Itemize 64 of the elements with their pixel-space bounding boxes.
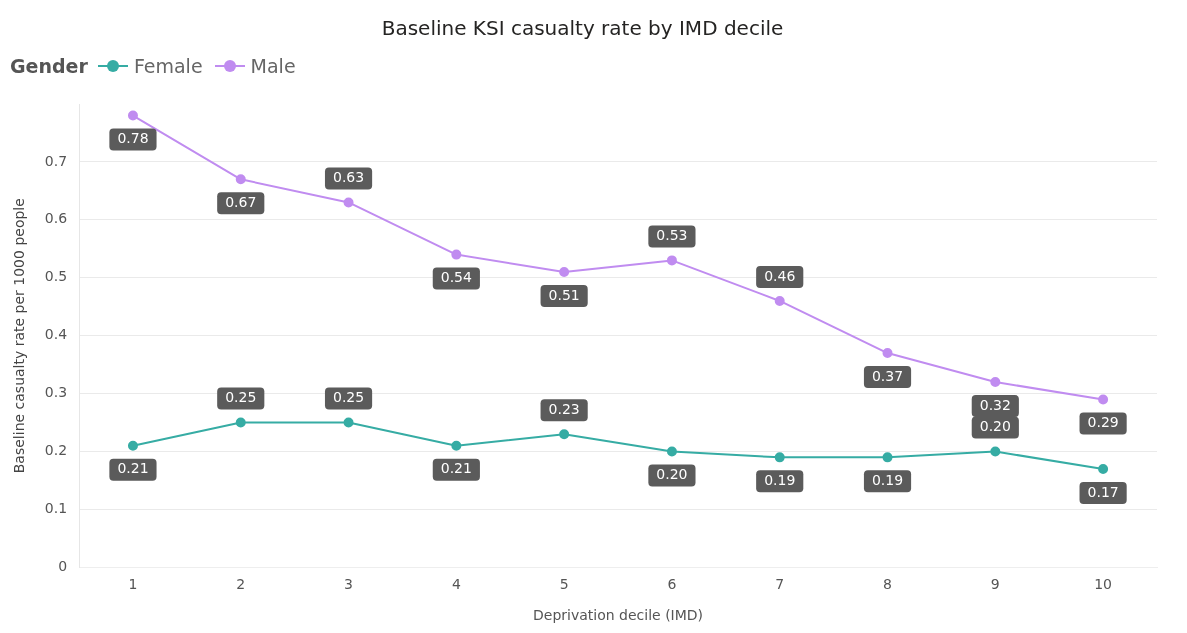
data-label: 0.32 xyxy=(979,396,1011,413)
point xyxy=(774,295,785,306)
data-label: 0.21 xyxy=(117,460,149,477)
data-label: 0.78 xyxy=(117,130,149,147)
x-axis-title: Deprivation decile (IMD) xyxy=(533,607,704,624)
data-label: 0.54 xyxy=(440,269,473,286)
point xyxy=(666,255,677,266)
data-label: 0.20 xyxy=(979,418,1011,435)
point xyxy=(882,452,893,463)
point xyxy=(990,446,1001,457)
x-tick-label: 3 xyxy=(344,576,354,593)
point xyxy=(1098,394,1109,405)
y-axis-title: Baseline casualty rate per 1000 people xyxy=(11,198,28,474)
chart-title: Baseline KSI casualty rate by IMD decile xyxy=(381,16,784,41)
x-tick-label: 10 xyxy=(1094,576,1113,593)
x-tick-label: 2 xyxy=(236,576,246,593)
y-tick-label: 0.1 xyxy=(44,500,68,517)
point xyxy=(127,440,138,451)
data-label: 0.25 xyxy=(332,389,365,406)
point xyxy=(990,377,1001,388)
x-tick-label: 8 xyxy=(883,576,892,593)
x-tick-label: 9 xyxy=(990,576,1000,593)
y-tick-label: 0 xyxy=(58,558,68,575)
point xyxy=(451,440,462,451)
point xyxy=(559,429,570,440)
legend-label: Female xyxy=(133,55,203,77)
y-tick-label: 0.2 xyxy=(44,442,68,459)
data-label: 0.21 xyxy=(440,460,472,477)
data-label: 0.46 xyxy=(764,267,796,284)
x-tick-label: 6 xyxy=(667,576,677,593)
x-tick-label: 4 xyxy=(451,576,461,593)
data-label: 0.67 xyxy=(225,193,257,210)
data-label: 0.20 xyxy=(656,466,688,483)
data-label: 0.17 xyxy=(1087,483,1119,500)
data-label: 0.19 xyxy=(871,471,904,488)
point xyxy=(343,417,354,428)
data-label: 0.63 xyxy=(332,169,365,186)
y-tick-label: 0.4 xyxy=(44,326,68,343)
data-label: 0.51 xyxy=(548,286,580,303)
point xyxy=(882,348,893,359)
data-label: 0.29 xyxy=(1087,414,1119,431)
point xyxy=(127,110,138,121)
point xyxy=(235,174,246,185)
point xyxy=(774,452,785,463)
y-tick-label: 0.6 xyxy=(44,210,68,227)
y-tick-label: 0.3 xyxy=(44,384,68,401)
point xyxy=(1098,463,1109,474)
point xyxy=(559,266,570,277)
data-label: 0.37 xyxy=(871,367,904,384)
point xyxy=(343,197,354,208)
data-label: 0.53 xyxy=(656,227,688,244)
x-tick-label: 7 xyxy=(775,576,785,593)
x-tick-label: 1 xyxy=(128,576,138,593)
data-label: 0.25 xyxy=(225,389,257,406)
point xyxy=(451,249,462,260)
point xyxy=(235,417,246,428)
y-tick-label: 0.5 xyxy=(44,268,68,285)
legend-label: Male xyxy=(250,55,296,77)
x-tick-label: 5 xyxy=(559,576,569,593)
y-tick-label: 0.7 xyxy=(44,152,68,169)
legend-title: Gender xyxy=(10,55,88,77)
data-label: 0.23 xyxy=(548,400,580,417)
data-label: 0.19 xyxy=(764,471,796,488)
point xyxy=(666,446,677,457)
